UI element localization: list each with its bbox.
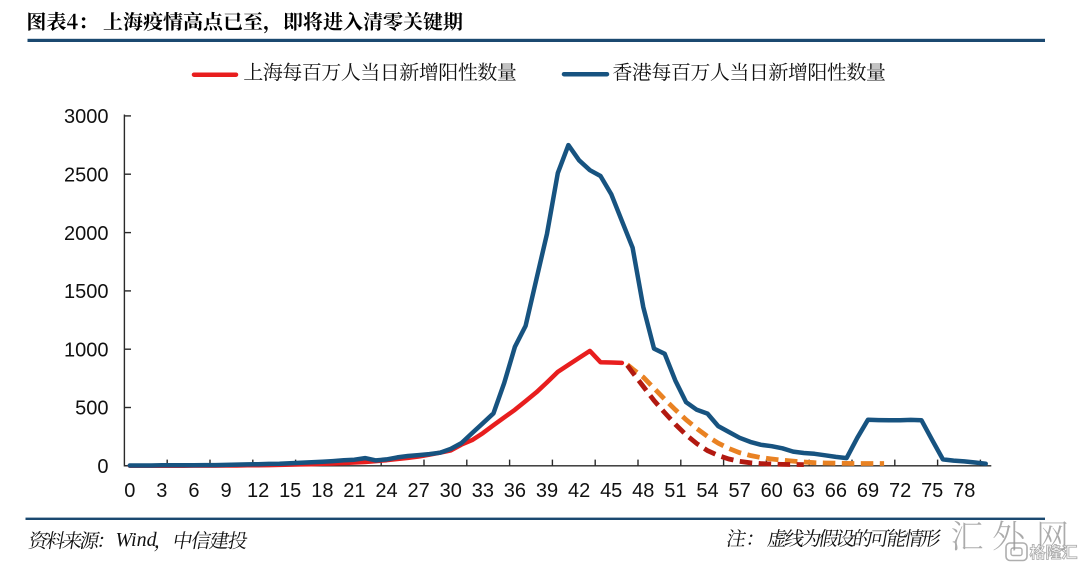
svg-text:75: 75 <box>921 480 943 502</box>
svg-text:36: 36 <box>504 480 526 502</box>
svg-text:21: 21 <box>343 480 365 502</box>
svg-text:3000: 3000 <box>64 106 109 128</box>
svg-text:69: 69 <box>857 480 879 502</box>
svg-text:9: 9 <box>221 480 232 502</box>
svg-text:66: 66 <box>825 480 847 502</box>
svg-text:0: 0 <box>124 480 135 502</box>
svg-text:1500: 1500 <box>64 281 109 303</box>
svg-text:72: 72 <box>889 480 911 502</box>
svg-text:2000: 2000 <box>64 223 109 245</box>
svg-text:27: 27 <box>407 480 429 502</box>
svg-text:33: 33 <box>472 480 494 502</box>
svg-text:18: 18 <box>311 480 333 502</box>
svg-text:60: 60 <box>761 480 783 502</box>
svg-text:3: 3 <box>156 480 167 502</box>
svg-text:Wind: Wind <box>116 529 158 551</box>
svg-text:45: 45 <box>600 480 622 502</box>
svg-text:51: 51 <box>664 480 686 502</box>
svg-text:500: 500 <box>75 398 108 420</box>
svg-text:30: 30 <box>440 480 462 502</box>
svg-text:2500: 2500 <box>64 164 109 186</box>
svg-text:6: 6 <box>188 480 199 502</box>
svg-text:1000: 1000 <box>64 339 109 361</box>
svg-text:12: 12 <box>247 480 269 502</box>
svg-text:63: 63 <box>793 480 815 502</box>
svg-text:24: 24 <box>375 480 397 502</box>
svg-text:78: 78 <box>953 480 975 502</box>
svg-text:48: 48 <box>632 480 654 502</box>
svg-text:42: 42 <box>568 480 590 502</box>
svg-text:0: 0 <box>97 456 108 478</box>
svg-text:57: 57 <box>728 480 750 502</box>
svg-text:15: 15 <box>279 480 301 502</box>
svg-text:39: 39 <box>536 480 558 502</box>
svg-text:54: 54 <box>696 480 718 502</box>
